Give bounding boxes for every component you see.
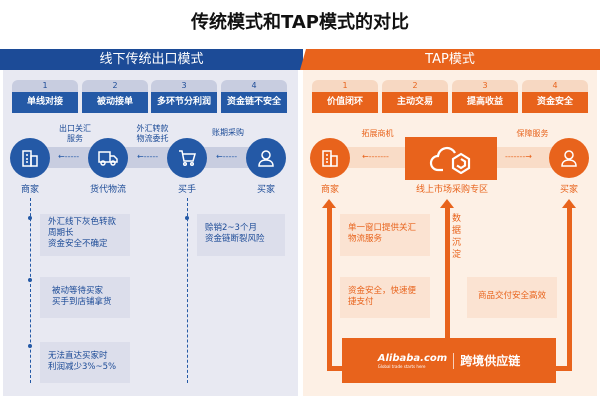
arrow-left-icon: ←-----	[216, 152, 238, 161]
tab-number: 1	[12, 80, 78, 92]
timeline	[187, 198, 188, 383]
tab-label: 提高收益	[452, 92, 518, 113]
left-tab-1: 1 单线对接	[12, 80, 78, 113]
tab-number: 2	[82, 80, 148, 92]
arrow-connector	[552, 366, 572, 371]
note: 赊销2~3个月 资金链断裂风险	[197, 214, 285, 256]
node-label: 线上市场采购专区	[415, 185, 488, 195]
note: 单一窗口提供关汇 物流服务	[340, 214, 430, 256]
flow-label: 出口关汇 服务	[59, 124, 91, 143]
alibaba-logo: Alibaba.com Global trade starts here	[377, 352, 448, 369]
arrow-connector	[327, 366, 347, 371]
tab-number: 1	[312, 80, 378, 92]
tab-number: 2	[382, 80, 448, 92]
data-label: 数据沉淀	[452, 214, 462, 260]
note: 商品交付安全高效	[467, 277, 557, 318]
note: 被动等待买家 买手到店铺拿货	[40, 277, 130, 318]
tab-label: 被动接单	[82, 92, 148, 113]
flow-label: 拓展商机	[361, 129, 394, 138]
right-header: TAP模式	[300, 49, 600, 70]
cart-icon	[167, 138, 207, 178]
flow-label: 账期采购	[212, 128, 244, 137]
arrow-up	[327, 207, 332, 371]
right-tab-4: 4 资金安全	[522, 80, 588, 113]
user-icon	[549, 138, 589, 178]
note: 无法直达买家时 利润减少3%~5%	[40, 342, 130, 383]
platform-label: 跨境供应链	[460, 354, 521, 368]
platform-box: Alibaba.com Global trade starts here 跨境供…	[342, 338, 556, 383]
left-tab-3: 3 多环节分利润	[151, 80, 217, 113]
tab-number: 4	[221, 80, 287, 92]
node-label: 买家	[559, 185, 578, 195]
right-tab-2: 2 主动交易	[382, 80, 448, 113]
tab-number: 3	[151, 80, 217, 92]
left-tab-4: 4 资金链不安全	[221, 80, 287, 113]
flow-label: 外汇转款 物流委托	[136, 124, 169, 143]
building-icon	[10, 138, 50, 178]
timeline-dot	[28, 216, 32, 220]
building-icon	[310, 138, 350, 178]
node-label: 商家	[20, 185, 39, 195]
node-label: 买手	[177, 185, 196, 195]
flow-label: 保障服务	[516, 129, 549, 138]
arrow-left-icon: ←-------	[362, 152, 389, 161]
user-icon	[246, 138, 286, 178]
tab-number: 3	[452, 80, 518, 92]
arrow-up-icon	[440, 199, 454, 208]
tab-label: 资金安全	[522, 92, 588, 113]
arrow-left-icon: ←-----	[58, 152, 80, 161]
arrow-up	[567, 207, 572, 371]
timeline-dot	[28, 278, 32, 282]
timeline-dot	[185, 216, 189, 220]
node-label: 货代物流	[89, 185, 126, 195]
divider	[453, 352, 455, 369]
arrow-left-icon: ←-----	[137, 152, 159, 161]
page-title: 传统模式和TAP模式的对比	[190, 12, 409, 33]
tab-label: 主动交易	[382, 92, 448, 113]
node-label: 买家	[256, 185, 275, 195]
timeline-dot	[28, 344, 32, 348]
arrow-up	[445, 207, 450, 340]
truck-icon	[88, 138, 128, 178]
note: 外汇线下灰色转款 周期长 资金安全不确定	[40, 214, 130, 256]
cloud-icon	[405, 137, 497, 180]
left-tab-2: 2 被动接单	[82, 80, 148, 113]
left-header: 线下传统出口模式	[0, 49, 303, 70]
arrow-right-icon: -------→	[505, 152, 532, 161]
arrow-up-icon	[562, 199, 576, 208]
tab-number: 4	[522, 80, 588, 92]
node-label: 商家	[320, 185, 339, 195]
note: 资金安全，快速便 捷支付	[340, 277, 430, 318]
right-tab-1: 1 价值闭环	[312, 80, 378, 113]
right-tab-3: 3 提高收益	[452, 80, 518, 113]
tab-label: 资金链不安全	[221, 92, 287, 113]
arrow-up-icon	[322, 199, 336, 208]
tab-label: 多环节分利润	[151, 92, 217, 113]
timeline	[30, 198, 31, 383]
tab-label: 单线对接	[12, 92, 78, 113]
tab-label: 价值闭环	[312, 92, 378, 113]
